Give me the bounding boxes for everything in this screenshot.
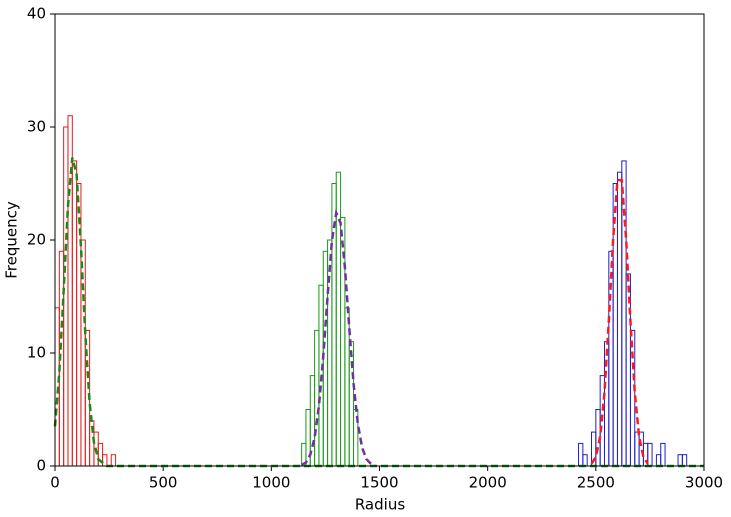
y-tick-label: 30 <box>27 118 46 136</box>
x-tick-label: 500 <box>149 474 178 492</box>
y-tick-label: 20 <box>27 231 46 249</box>
x-tick-label: 3000 <box>685 474 723 492</box>
histogram-bar <box>681 454 688 467</box>
x-tick-label: 1000 <box>252 474 290 492</box>
plot-frame <box>54 13 705 467</box>
histogram-bar <box>612 183 618 467</box>
histogram-bar <box>110 454 117 467</box>
x-tick-label: 2000 <box>469 474 507 492</box>
histogram-bar <box>348 341 355 467</box>
histogram-bar <box>634 431 640 467</box>
histogram-bar <box>582 454 588 467</box>
fit-curve <box>590 178 649 465</box>
x-tick-label: 0 <box>50 474 60 492</box>
histogram-bar <box>578 442 584 467</box>
x-axis-label: Radius <box>355 496 405 514</box>
histogram-bar <box>327 239 333 467</box>
y-tick-label: 10 <box>27 344 46 362</box>
histogram-bar <box>660 442 666 467</box>
histogram-bar <box>76 183 82 467</box>
histogram-bar <box>102 454 108 467</box>
x-tick-label: 2500 <box>577 474 615 492</box>
histogram-bar <box>621 160 627 467</box>
histogram-bar <box>655 454 662 467</box>
histogram-bar <box>71 160 78 467</box>
fit-curve <box>301 208 376 468</box>
x-tick-label: 1500 <box>360 474 398 492</box>
y-tick-label: 0 <box>36 457 46 475</box>
histogram-bar <box>638 431 644 467</box>
histogram-bar <box>63 126 69 467</box>
histogram-bar <box>616 171 623 467</box>
fit-curve <box>53 157 704 468</box>
histogram-bar <box>677 454 683 467</box>
y-tick-label: 40 <box>27 5 46 23</box>
y-axis-label: Frequency <box>3 201 21 279</box>
histogram-bar <box>314 329 320 467</box>
